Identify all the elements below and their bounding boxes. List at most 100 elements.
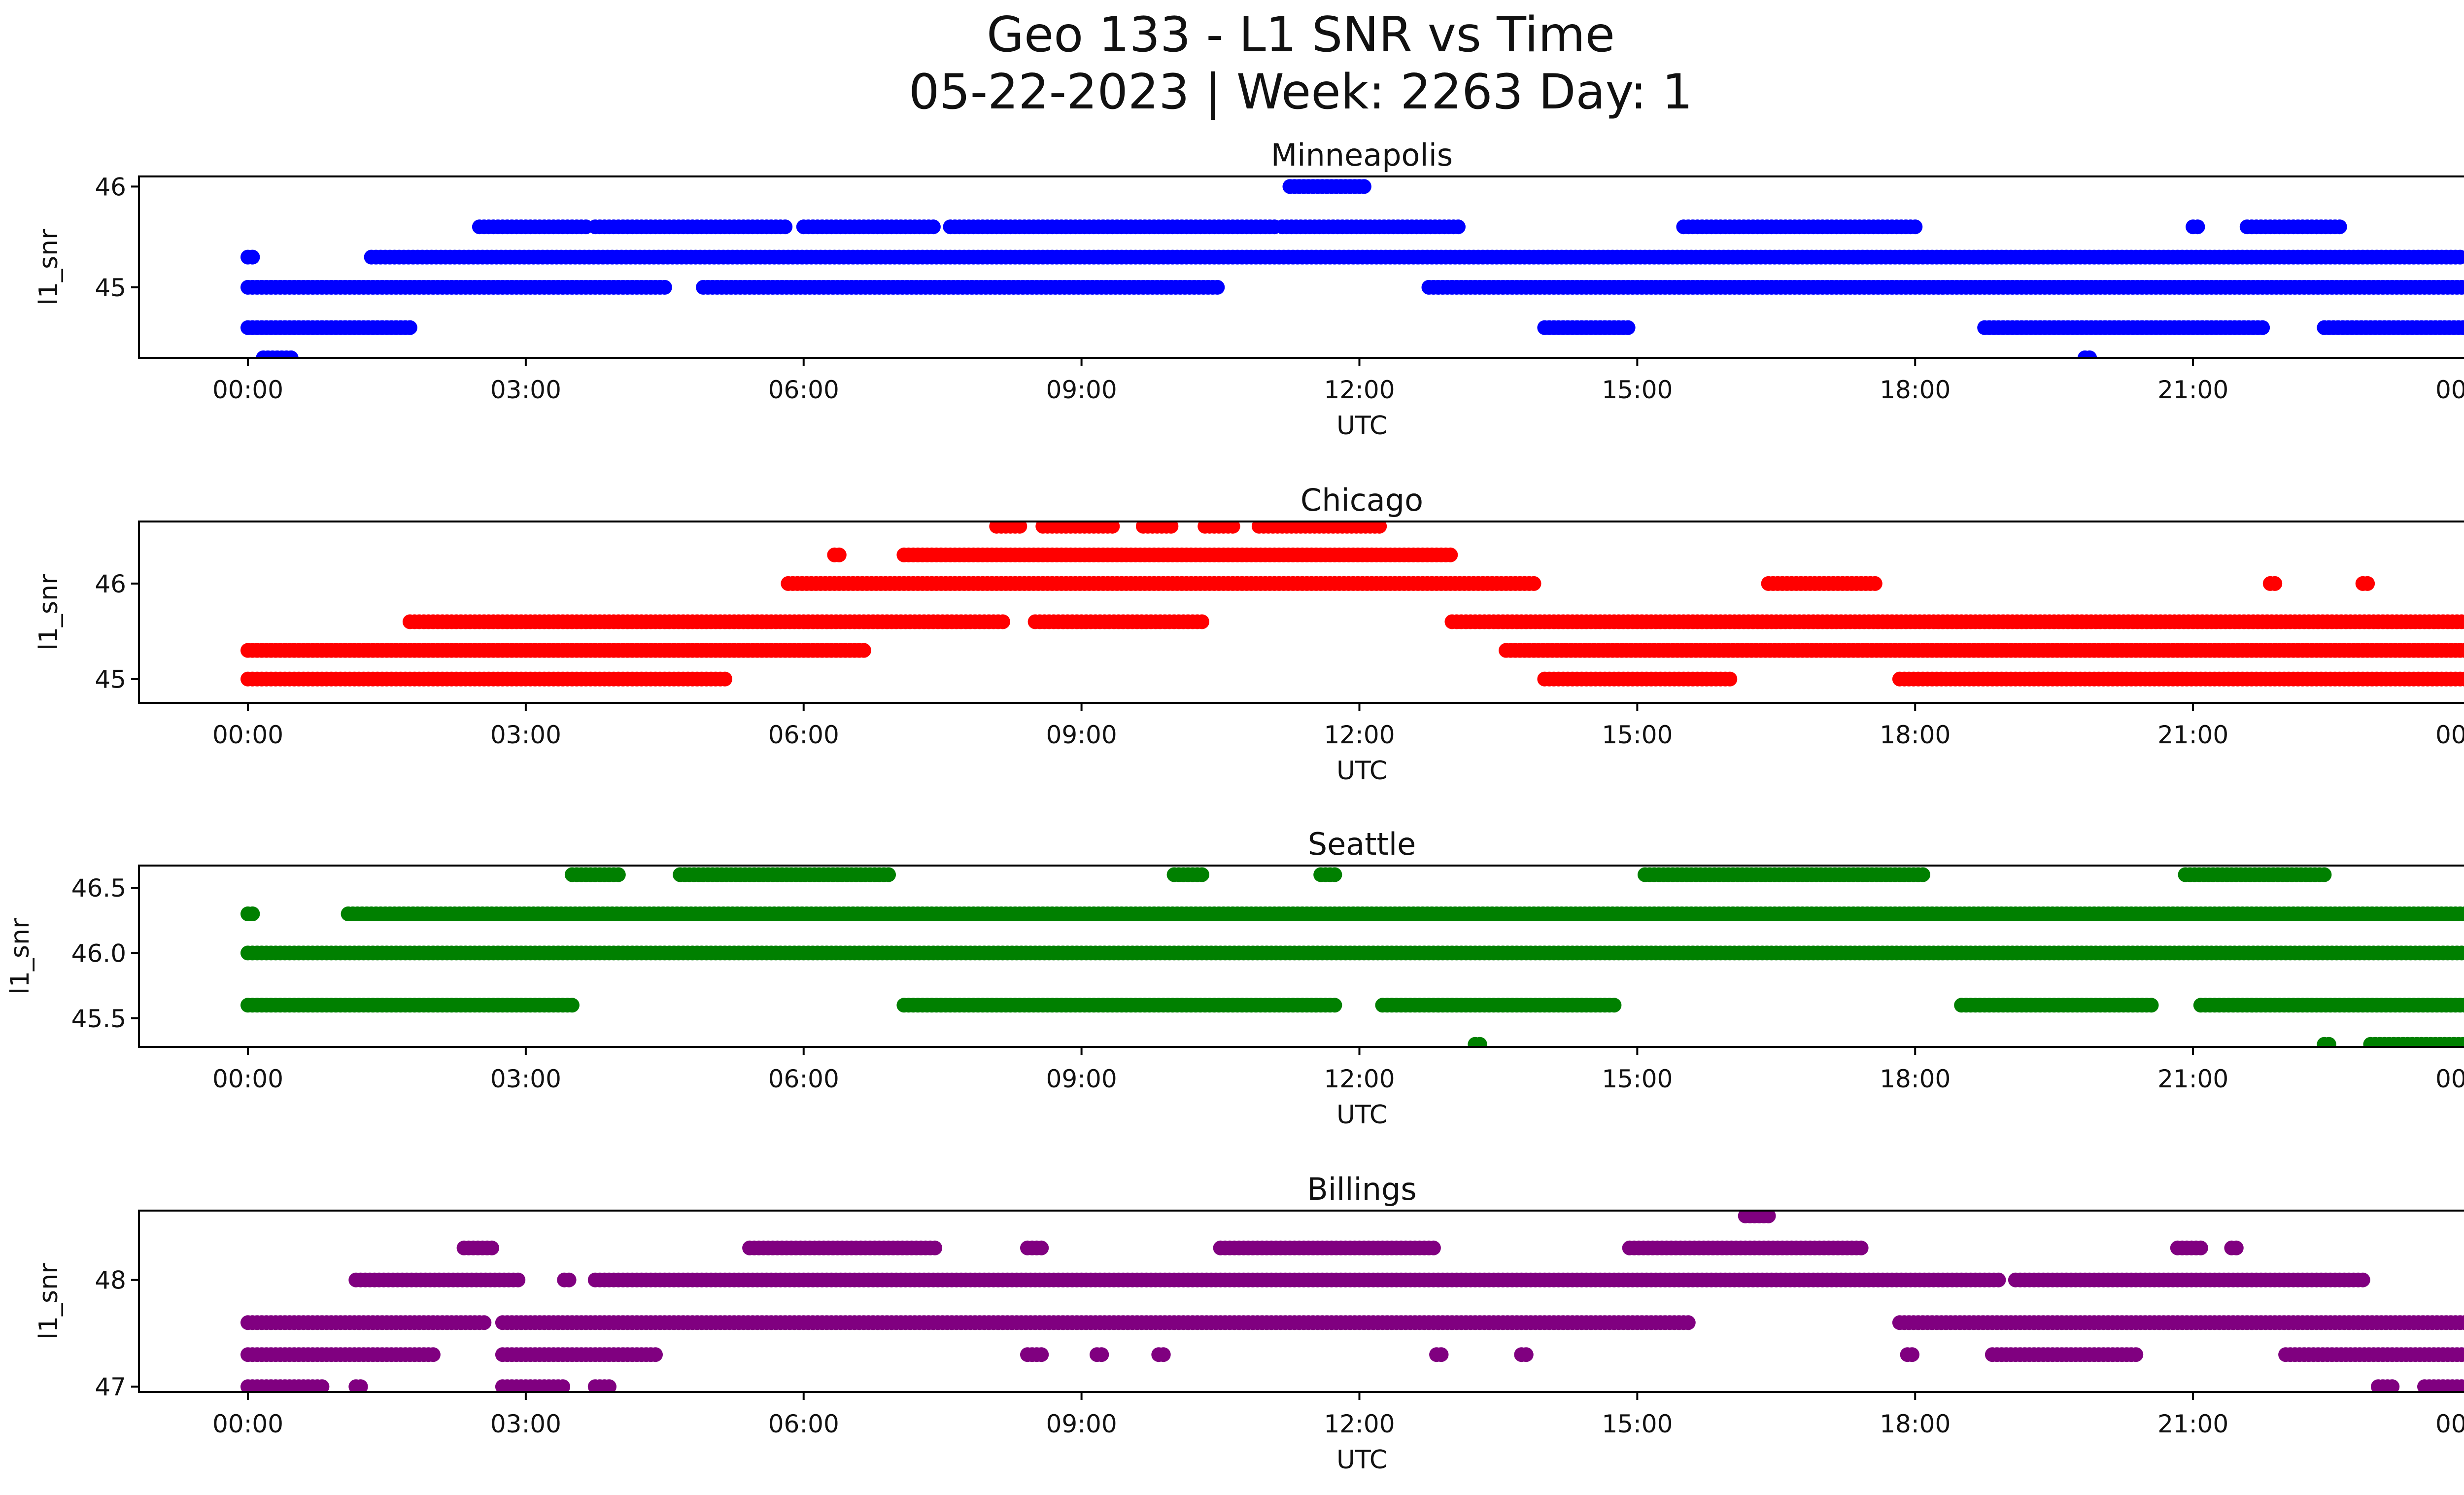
- data-point: [332, 710, 346, 725]
- y-tick-label: 45.5: [71, 1005, 126, 1033]
- data-point: [856, 643, 871, 658]
- data-point: [2355, 1272, 2370, 1287]
- data-point: [245, 249, 260, 265]
- data-point: [564, 998, 580, 1013]
- data-point: [657, 279, 672, 295]
- data-point: [327, 710, 342, 725]
- x-tick-label: 15:00: [1602, 1065, 1673, 1093]
- data-point: [1472, 1037, 1487, 1047]
- data-point: [484, 1240, 499, 1255]
- x-tick-label: 00:00: [212, 721, 283, 749]
- data-point: [336, 710, 351, 725]
- data-point: [322, 710, 337, 725]
- x-tick-label: 06:00: [768, 721, 839, 749]
- x-tick-label: 21:00: [2157, 1065, 2228, 1093]
- data-point: [2462, 645, 2464, 656]
- x-tick-label: 18:00: [1880, 376, 1951, 404]
- data-point: [1327, 998, 1342, 1013]
- data-point: [318, 710, 333, 725]
- data-point: [925, 219, 941, 235]
- subplot-title: Billings: [1307, 1171, 1416, 1207]
- data-point: [1210, 279, 1225, 295]
- data-point: [2321, 1037, 2336, 1047]
- data-point: [1195, 614, 1209, 629]
- data-point: [995, 614, 1010, 629]
- x-axis-label: UTC: [1336, 756, 1387, 786]
- data-point: [2190, 219, 2205, 235]
- data-point: [1034, 1240, 1049, 1255]
- data-point: [927, 1240, 942, 1255]
- data-point: [1443, 547, 1458, 562]
- figure-title: Geo 133 - L1 SNR vs Time: [987, 7, 1615, 63]
- x-tick-label: 00:00: [2435, 1065, 2464, 1093]
- data-point: [2462, 674, 2464, 684]
- data-point: [1761, 1211, 1776, 1223]
- data-point: [2457, 671, 2464, 687]
- data-point: [2228, 1240, 2244, 1255]
- x-tick-label: 00:00: [2435, 376, 2464, 404]
- data-point: [308, 710, 323, 725]
- subplot-title: Minneapolis: [1271, 137, 1453, 173]
- x-tick-label: 12:00: [1324, 376, 1395, 404]
- data-point: [402, 320, 417, 335]
- data-point: [1327, 867, 1342, 882]
- data-point: [1164, 522, 1179, 534]
- data-point: [2459, 946, 2464, 960]
- x-tick-label: 06:00: [768, 1065, 839, 1093]
- data-point: [2457, 906, 2464, 921]
- data-point: [1991, 1272, 2006, 1287]
- data-point: [2460, 321, 2464, 334]
- x-tick-label: 21:00: [2157, 721, 2228, 749]
- data-point: [283, 350, 299, 358]
- data-point: [477, 1315, 492, 1330]
- y-axis-label: l1_snr: [34, 229, 64, 306]
- data-point: [2406, 710, 2421, 725]
- data-point: [2360, 576, 2375, 591]
- data-point: [1356, 179, 1371, 194]
- data-point: [2193, 1240, 2208, 1255]
- data-point: [831, 547, 847, 562]
- data-point: [2462, 908, 2464, 919]
- x-tick-label: 18:00: [1880, 1065, 1951, 1093]
- y-axis-label: l1_snr: [5, 918, 35, 995]
- data-point: [1908, 219, 1923, 235]
- data-point: [1526, 576, 1541, 591]
- x-tick-label: 15:00: [1602, 721, 1673, 749]
- data-point: [718, 671, 732, 687]
- y-tick-label: 46: [95, 173, 126, 201]
- data-point: [2332, 219, 2347, 235]
- data-point: [1867, 576, 1882, 591]
- data-point: [304, 710, 318, 725]
- y-axis-label: l1_snr: [34, 574, 64, 651]
- data-point: [2459, 615, 2464, 629]
- x-tick-label: 09:00: [1046, 1065, 1117, 1093]
- x-tick-label: 03:00: [490, 376, 561, 404]
- data-point: [1426, 1240, 1441, 1255]
- data-point: [341, 710, 356, 725]
- axes-frame: [138, 175, 2464, 359]
- data-point: [2462, 1000, 2464, 1010]
- data-point: [2255, 320, 2270, 335]
- data-point: [1620, 320, 1636, 335]
- x-tick-label: 00:00: [2435, 721, 2464, 749]
- x-axis-label: UTC: [1336, 1100, 1387, 1130]
- x-tick-label: 21:00: [2157, 376, 2228, 404]
- data-point: [1915, 867, 1930, 882]
- data-point: [2402, 710, 2417, 725]
- data-point: [2317, 867, 2332, 882]
- figure-subtitle: 05-22-2023 | Week: 2263 Day: 1: [909, 64, 1693, 120]
- data-point: [1372, 522, 1387, 534]
- data-point: [778, 219, 793, 235]
- y-tick-label: 46.0: [71, 939, 126, 968]
- x-tick-label: 00:00: [212, 376, 283, 404]
- data-point: [295, 710, 309, 725]
- data-point: [1853, 1240, 1869, 1255]
- x-axis-label: UTC: [1336, 411, 1387, 441]
- data-point: [313, 710, 328, 725]
- data-point: [2082, 350, 2097, 358]
- data-points: [240, 867, 2464, 1047]
- data-point: [561, 1272, 577, 1287]
